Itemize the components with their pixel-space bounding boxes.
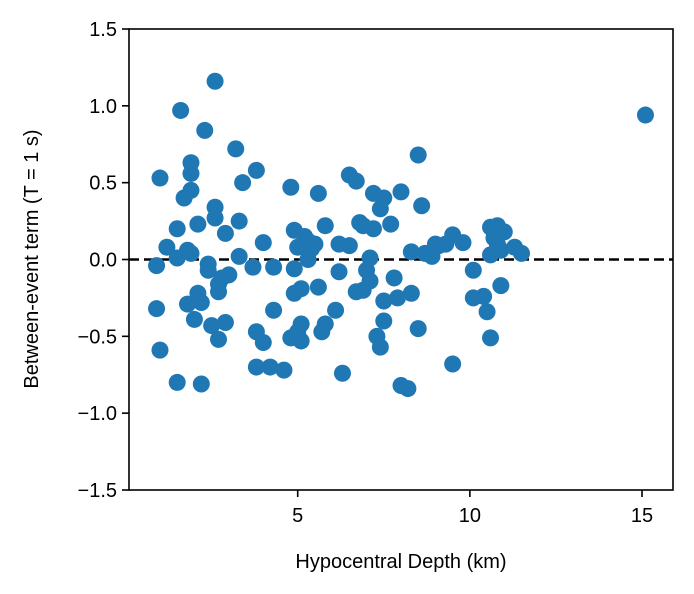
data-point bbox=[275, 361, 293, 379]
data-point bbox=[382, 215, 400, 233]
data-point bbox=[192, 294, 210, 312]
data-point bbox=[182, 244, 200, 262]
x-tick-label: 5 bbox=[292, 505, 303, 527]
data-point bbox=[316, 315, 334, 333]
data-point bbox=[409, 146, 427, 164]
data-point bbox=[254, 333, 272, 351]
data-point bbox=[199, 261, 217, 279]
data-point bbox=[495, 223, 513, 241]
data-point bbox=[413, 197, 431, 215]
y-tick-label: 1.5 bbox=[89, 19, 117, 41]
data-point bbox=[292, 332, 310, 350]
data-point bbox=[203, 317, 221, 335]
data-point bbox=[254, 234, 272, 252]
data-point bbox=[444, 355, 462, 373]
data-point bbox=[282, 178, 300, 196]
data-point bbox=[361, 249, 379, 267]
data-point bbox=[192, 375, 210, 393]
data-point bbox=[227, 140, 245, 158]
data-point bbox=[409, 320, 427, 338]
data-point bbox=[399, 380, 417, 398]
data-point bbox=[234, 174, 252, 192]
y-tick-label: −0.5 bbox=[78, 326, 117, 348]
data-point bbox=[454, 234, 472, 252]
x-axis-label: Hypocentral Depth (km) bbox=[295, 551, 506, 573]
data-point bbox=[340, 237, 358, 255]
data-point bbox=[333, 364, 351, 382]
data-point bbox=[230, 212, 248, 230]
data-point bbox=[247, 161, 265, 179]
data-point bbox=[513, 244, 531, 262]
data-points-layer bbox=[148, 72, 654, 398]
data-point bbox=[375, 312, 393, 330]
data-point bbox=[151, 341, 169, 359]
data-point bbox=[220, 266, 238, 284]
data-point bbox=[210, 283, 228, 301]
data-point bbox=[316, 217, 334, 235]
data-point bbox=[210, 330, 228, 348]
data-point bbox=[389, 289, 407, 307]
x-tick-label: 10 bbox=[459, 505, 481, 527]
data-point bbox=[636, 106, 654, 124]
data-point bbox=[148, 300, 166, 318]
data-point bbox=[330, 263, 348, 281]
x-axis-ticks: 5 10 15 bbox=[292, 490, 653, 527]
data-point bbox=[206, 209, 224, 227]
data-point bbox=[196, 121, 214, 139]
data-point bbox=[179, 295, 197, 313]
data-point bbox=[402, 284, 420, 302]
data-point bbox=[375, 292, 393, 310]
data-point bbox=[244, 258, 262, 276]
data-point bbox=[247, 358, 265, 376]
data-point bbox=[347, 172, 365, 190]
data-point bbox=[492, 277, 510, 295]
x-tick-label: 15 bbox=[631, 505, 653, 527]
data-point bbox=[265, 301, 283, 319]
data-point bbox=[168, 373, 186, 391]
data-point bbox=[492, 241, 510, 259]
data-point bbox=[364, 220, 382, 238]
data-point bbox=[464, 261, 482, 279]
data-point bbox=[402, 243, 420, 261]
data-point bbox=[158, 238, 176, 256]
data-point bbox=[309, 278, 327, 296]
data-point bbox=[206, 72, 224, 90]
data-point bbox=[285, 260, 303, 278]
y-axis-label: Between-event term (T = 1 s) bbox=[21, 129, 43, 388]
y-tick-label: 0.0 bbox=[89, 250, 117, 272]
data-point bbox=[482, 329, 500, 347]
data-point bbox=[292, 315, 310, 333]
data-point bbox=[475, 287, 493, 305]
data-point bbox=[261, 358, 279, 376]
data-point bbox=[265, 258, 283, 276]
y-tick-label: −1.5 bbox=[78, 480, 117, 502]
data-point bbox=[216, 314, 234, 332]
data-point bbox=[182, 181, 200, 199]
data-point bbox=[230, 247, 248, 265]
data-point bbox=[151, 169, 169, 187]
data-point bbox=[168, 220, 186, 238]
data-point bbox=[327, 301, 345, 319]
data-point bbox=[189, 215, 207, 233]
data-point bbox=[375, 189, 393, 207]
data-point bbox=[172, 101, 190, 119]
data-point bbox=[148, 257, 166, 275]
data-point bbox=[216, 224, 234, 242]
y-axis-ticks: −1.5 −1.0 −0.5 0.0 0.5 1.0 1.5 bbox=[78, 19, 129, 502]
data-point bbox=[185, 310, 203, 328]
data-point bbox=[306, 235, 324, 253]
data-point bbox=[392, 183, 410, 201]
data-point bbox=[385, 269, 403, 287]
data-point bbox=[478, 303, 496, 321]
data-point bbox=[292, 280, 310, 298]
y-tick-label: 0.5 bbox=[89, 173, 117, 195]
data-point bbox=[361, 272, 379, 290]
data-point bbox=[371, 338, 389, 356]
y-tick-label: −1.0 bbox=[78, 403, 117, 425]
data-point bbox=[309, 184, 327, 202]
data-point bbox=[182, 164, 200, 182]
y-tick-label: 1.0 bbox=[89, 96, 117, 118]
